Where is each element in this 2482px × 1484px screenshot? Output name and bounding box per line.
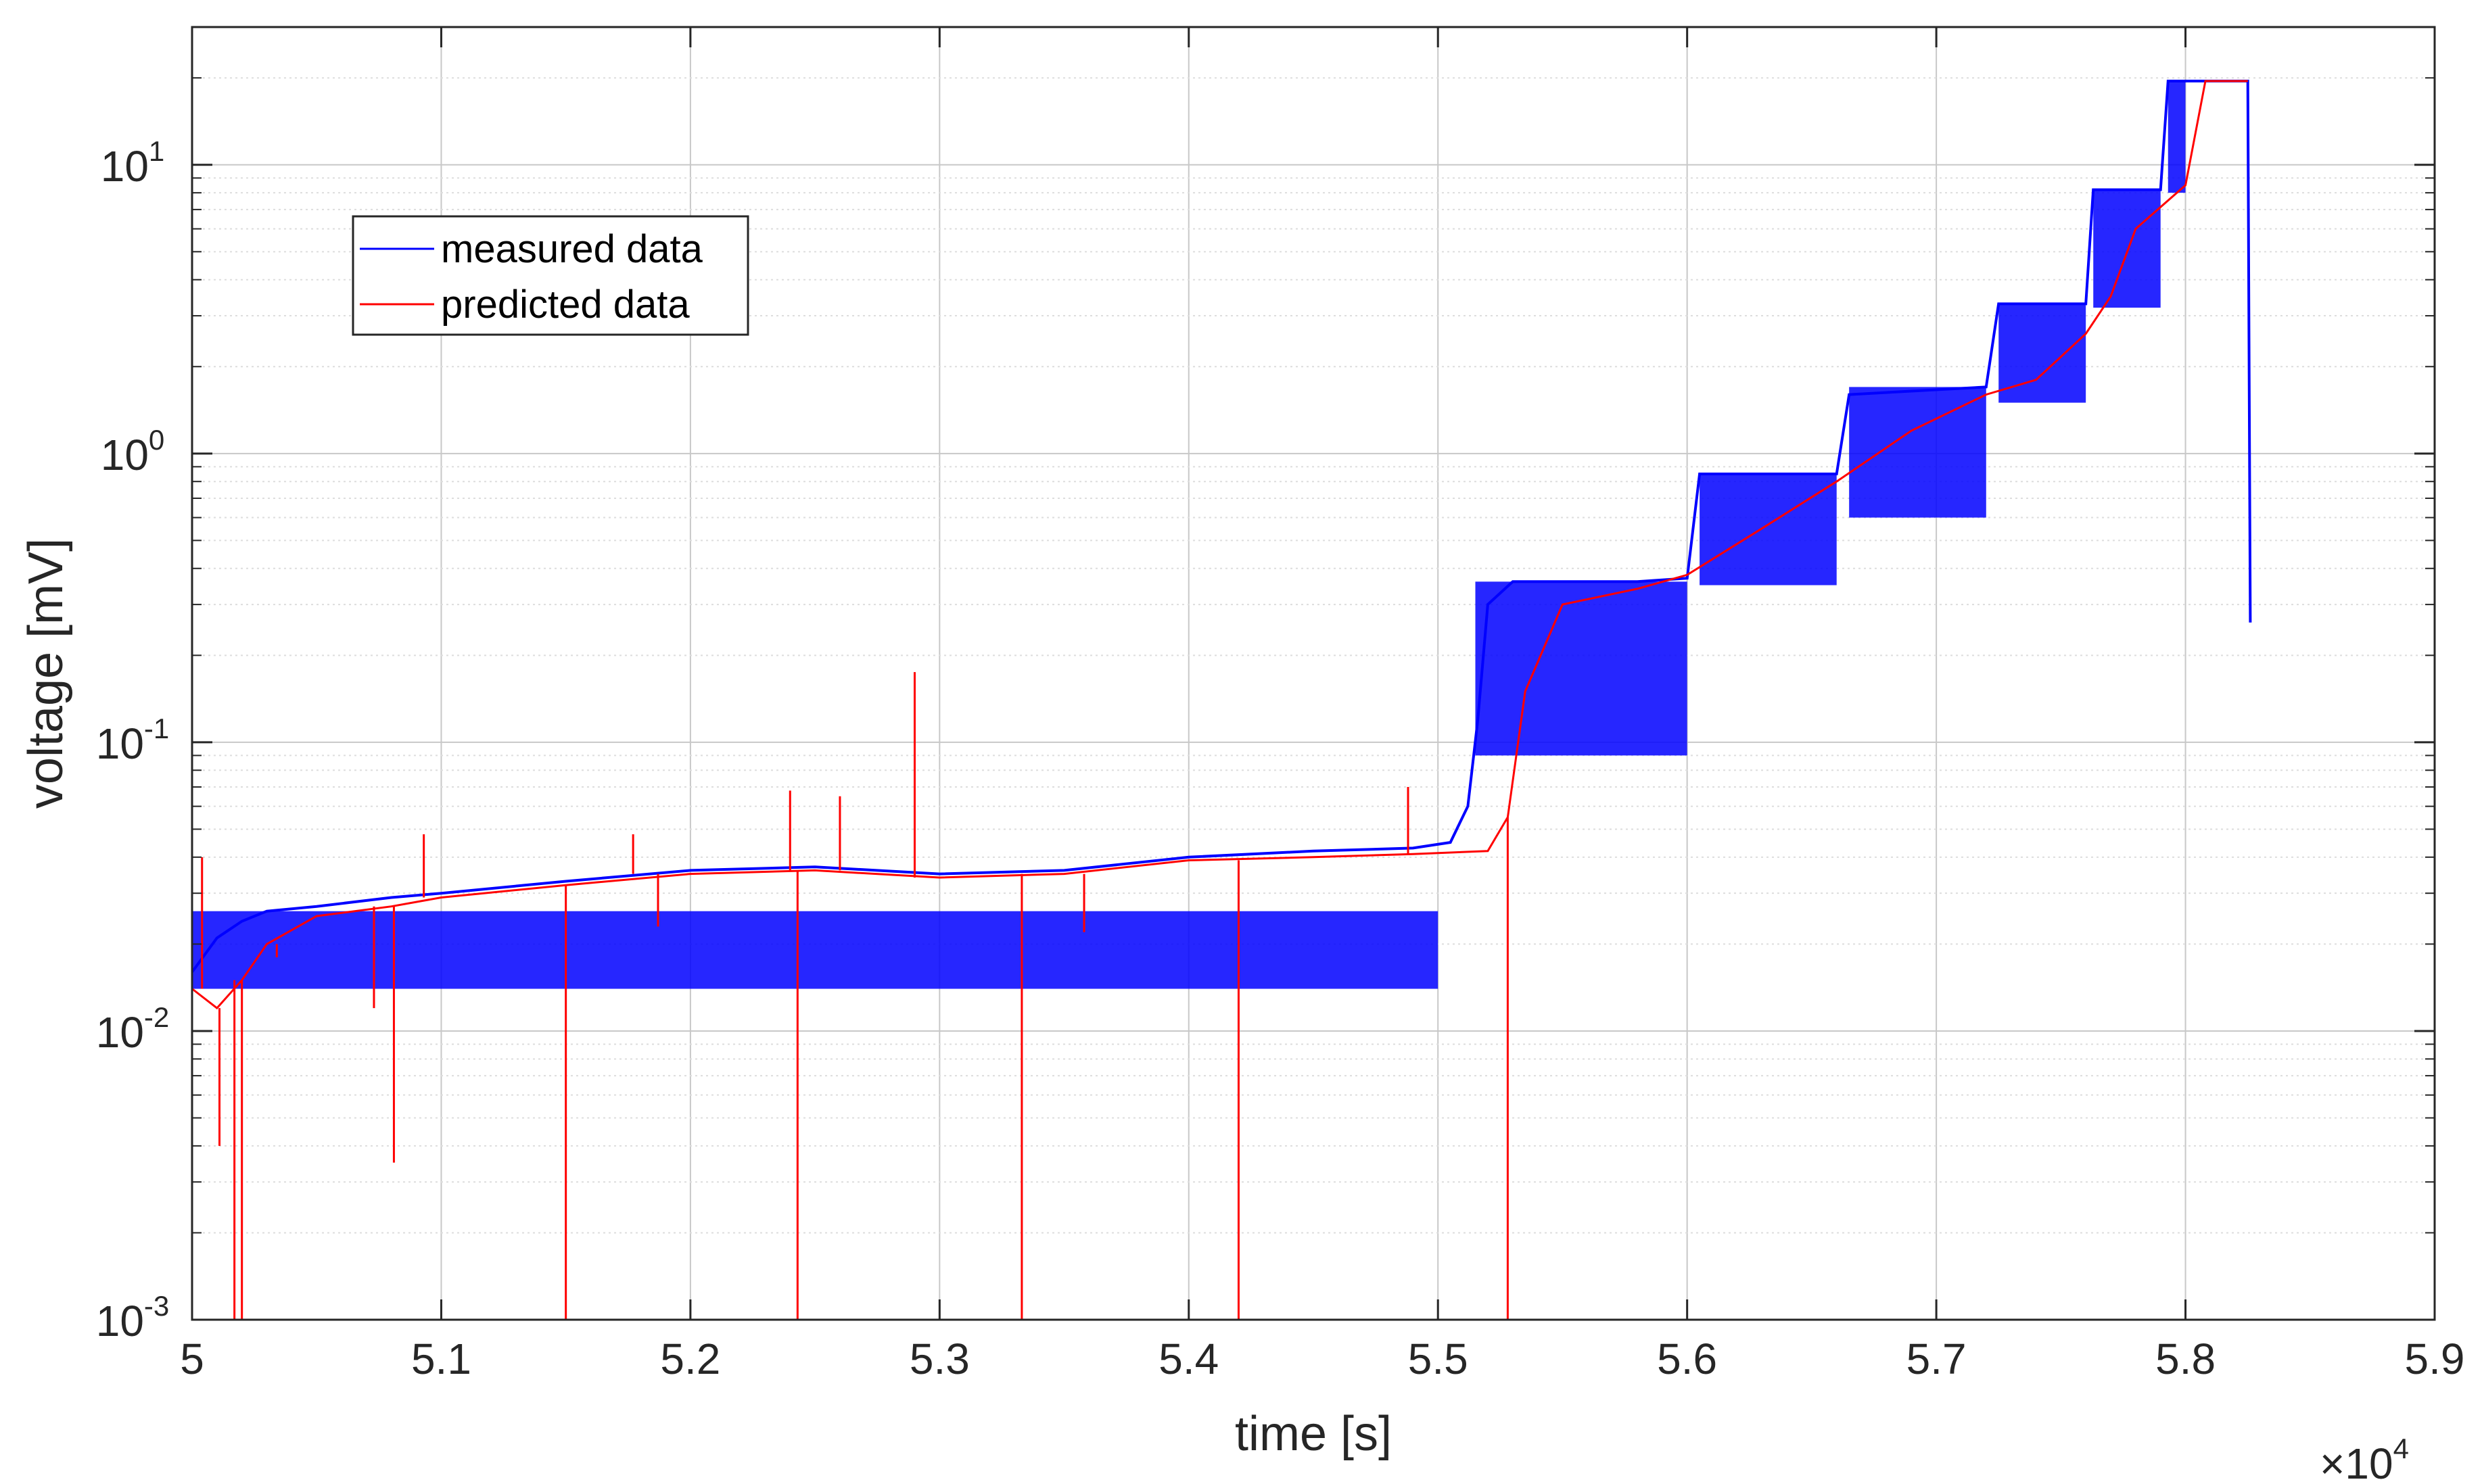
- y-tick-label: 10-2: [96, 1001, 170, 1057]
- legend: measured data predicted data: [352, 215, 749, 336]
- x-tick-label: 5.9: [2405, 1335, 2465, 1383]
- legend-box: [352, 215, 749, 336]
- x-tick-label: 5.1: [411, 1335, 471, 1383]
- legend-label-measured: measured data: [441, 227, 703, 271]
- y-tick-label: 10-3: [96, 1290, 170, 1345]
- x-tick-label: 5.7: [1906, 1335, 1967, 1383]
- x-tick-label: 5: [180, 1335, 204, 1383]
- measured-band-segment: [1475, 581, 1687, 756]
- measured-band-segment: [1849, 387, 1986, 518]
- measured-band-segment: [2093, 189, 2161, 308]
- measured-band-segment: [1700, 473, 1837, 585]
- y-axis-title: voltage [mV]: [19, 538, 73, 809]
- legend-label-predicted: predicted data: [441, 283, 690, 327]
- x-tick-label: 5.8: [2155, 1335, 2216, 1383]
- predicted-data-line: [191, 80, 2248, 1010]
- measured-band-segment: [192, 911, 1438, 989]
- x-tick-label: 5.3: [910, 1335, 970, 1383]
- measured-band-segment: [2168, 80, 2186, 193]
- measured-data-line: [191, 79, 2252, 973]
- x-axis-exponent: ×104: [2320, 1433, 2409, 1484]
- x-tick-label: 5.5: [1408, 1335, 1468, 1383]
- x-tick-label: 5.2: [660, 1335, 720, 1383]
- x-axis-title: time [s]: [1235, 1407, 1392, 1461]
- y-tick-label: 10-1: [96, 713, 170, 768]
- y-tick-label: 101: [101, 135, 165, 191]
- x-tick-label: 5.4: [1158, 1335, 1219, 1383]
- y-tick-label: 100: [101, 424, 165, 479]
- x-tick-label: 5.6: [1657, 1335, 1717, 1383]
- series-lines: [191, 79, 2252, 1320]
- axis-ticks: 5 5.1 5.2 5.3 5.4 5.5 5.6 5.7 5.8 5.9 10-3 10-2 10-1…: [96, 26, 2465, 1383]
- plot-frame: [191, 26, 2436, 1321]
